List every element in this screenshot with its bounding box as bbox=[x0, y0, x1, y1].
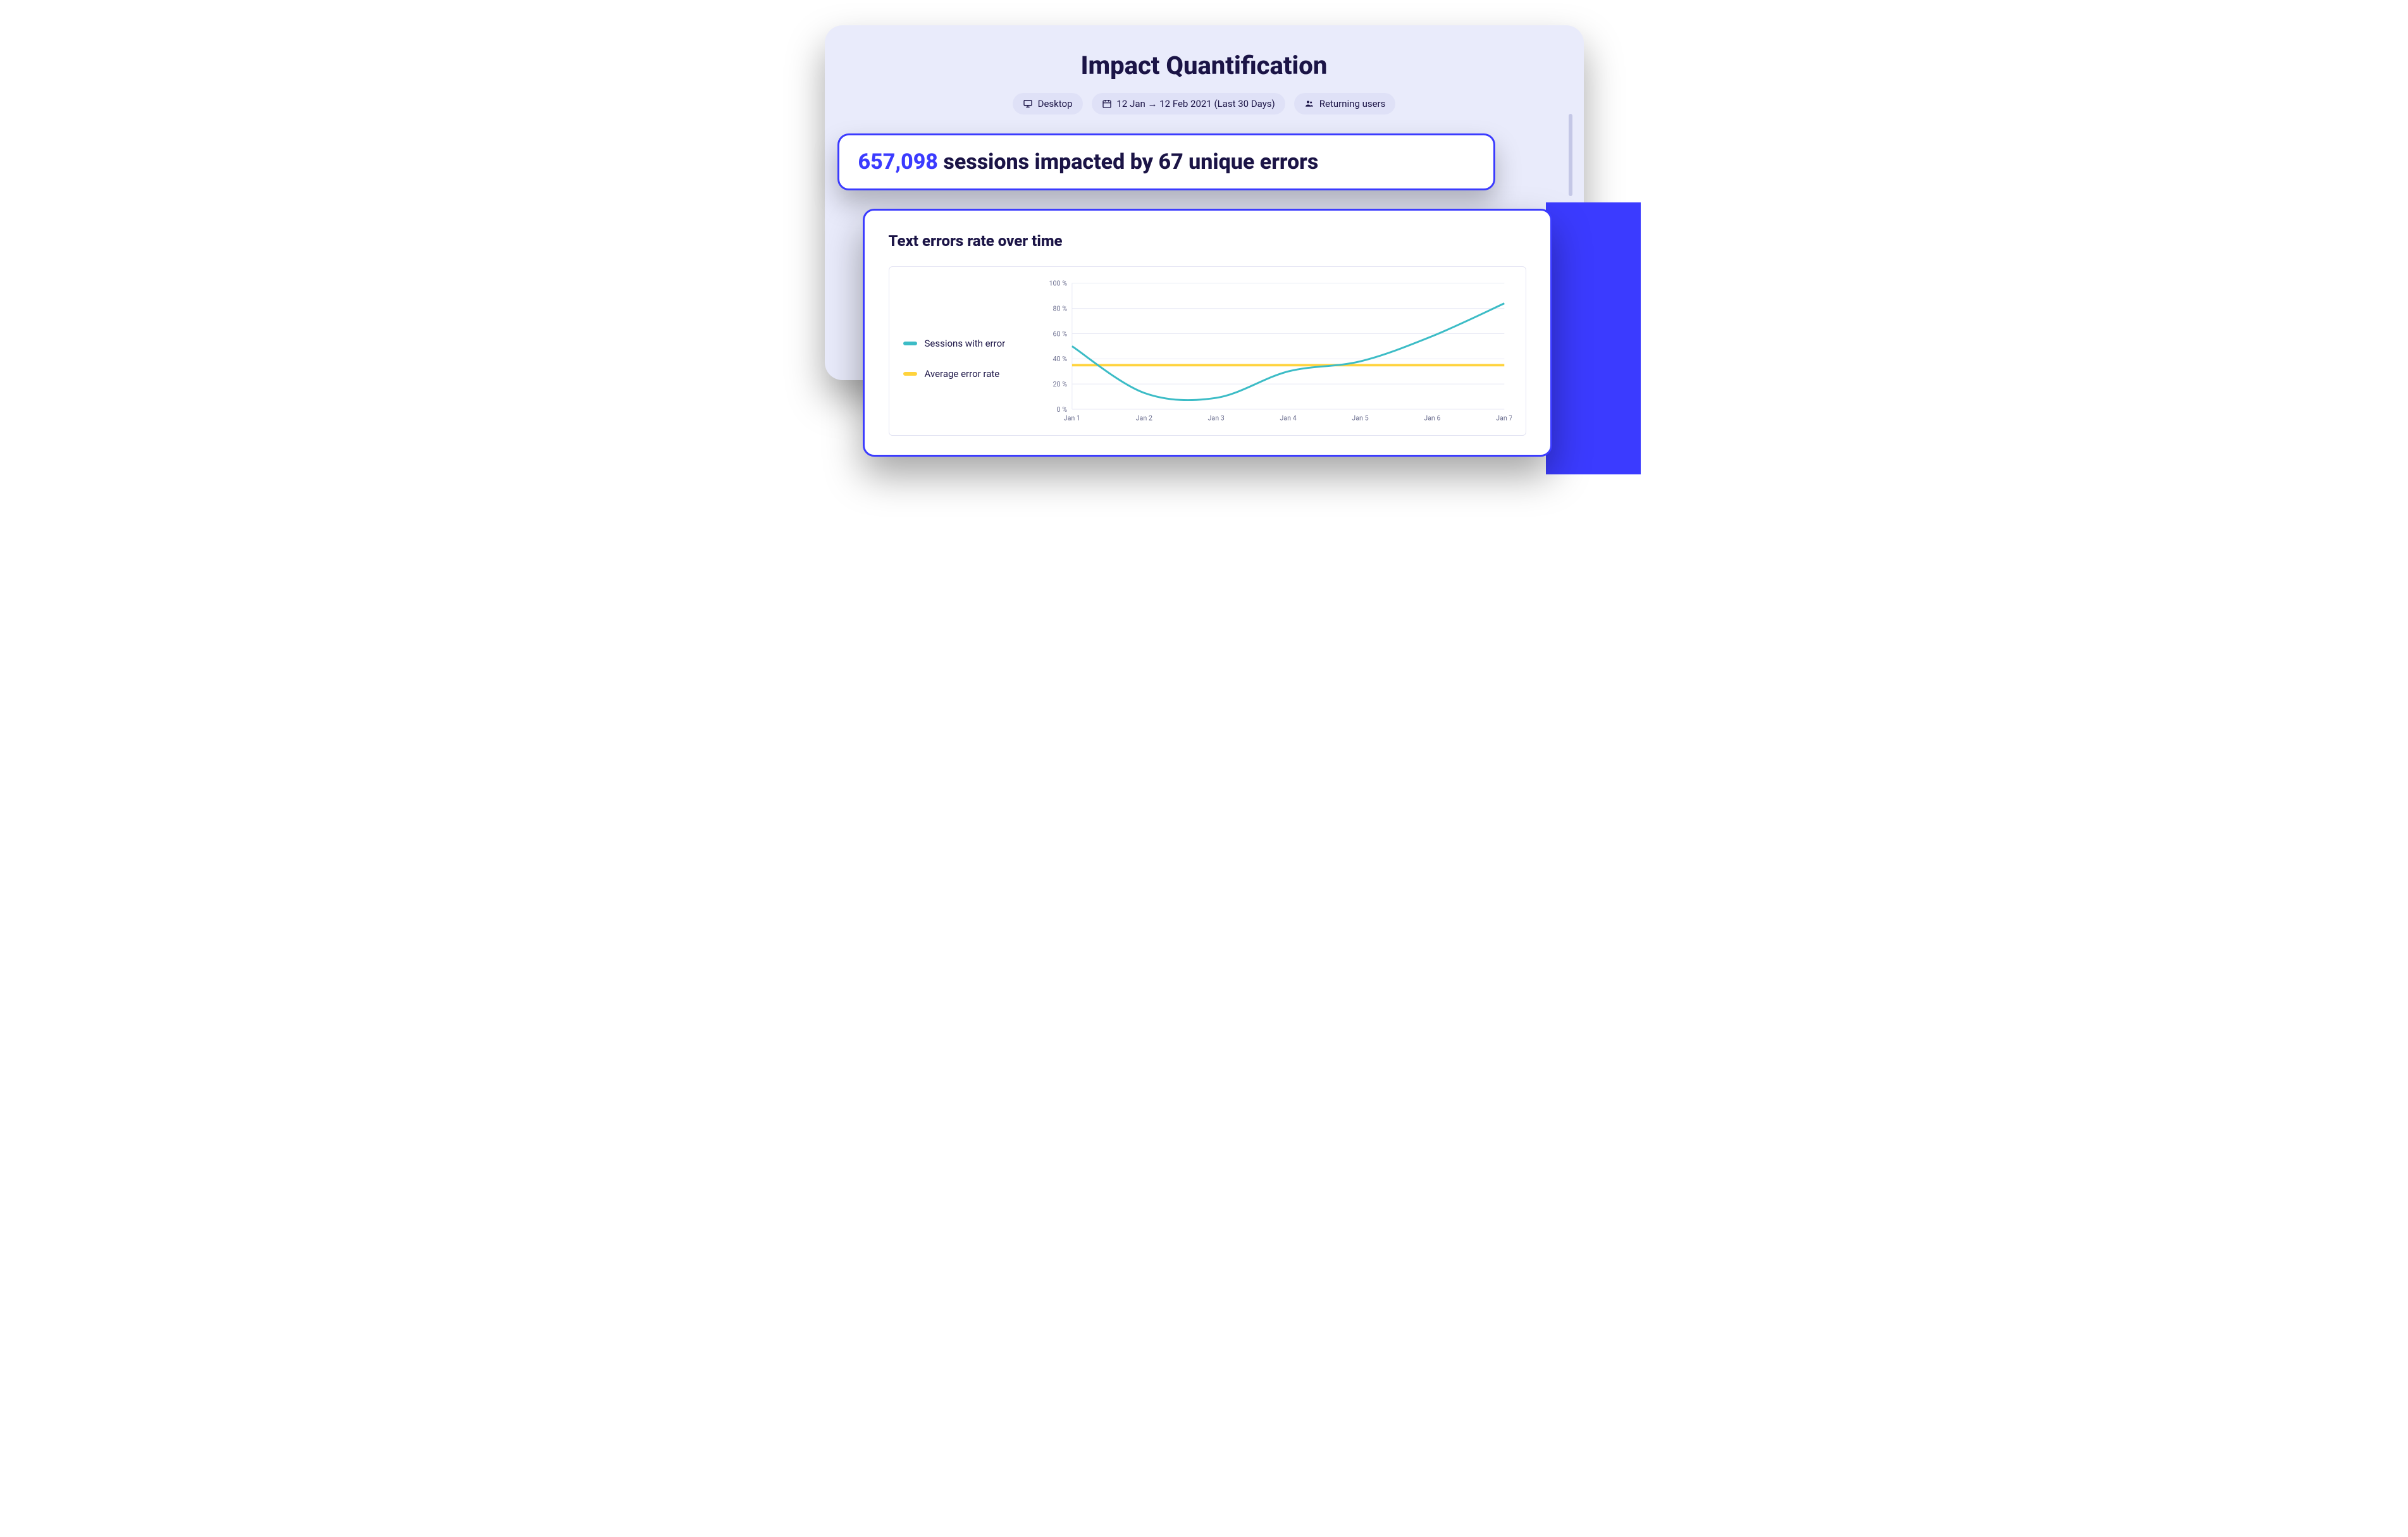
filter-chips: Desktop 12 Jan → 12 Feb 2021 (Last 30 Da… bbox=[856, 93, 1552, 114]
chart-plot: 0 % 20 % 40 % 60 % 80 % 100 % Jan 1 Jan 2 Jan 3 J… bbox=[1042, 278, 1512, 426]
legend-label-series: Sessions with error bbox=[925, 338, 1006, 349]
chart-title: Text errors rate over time bbox=[889, 232, 1526, 250]
chart-card: Text errors rate over time Sessions with… bbox=[863, 209, 1552, 457]
chart-svg: 0 % 20 % 40 % 60 % 80 % 100 % Jan 1 Jan 2 Jan 3 J… bbox=[1042, 278, 1512, 426]
legend-item-series: Sessions with error bbox=[903, 338, 1036, 349]
scrollbar[interactable] bbox=[1569, 114, 1572, 196]
summary-rest: sessions impacted by 67 unique errors bbox=[938, 149, 1318, 175]
svg-text:60 %: 60 % bbox=[1053, 330, 1067, 338]
chart-frame: Sessions with error Average error rate 0… bbox=[889, 266, 1526, 436]
date-range-chip-label: 12 Jan → 12 Feb 2021 (Last 30 Days) bbox=[1117, 98, 1275, 109]
segment-chip[interactable]: Returning users bbox=[1294, 93, 1396, 114]
device-chip[interactable]: Desktop bbox=[1013, 93, 1083, 114]
svg-text:80 %: 80 % bbox=[1053, 305, 1067, 313]
svg-text:40 %: 40 % bbox=[1053, 355, 1067, 363]
svg-text:Jan 5: Jan 5 bbox=[1352, 414, 1368, 423]
legend-label-avg: Average error rate bbox=[925, 368, 1000, 380]
date-range-chip[interactable]: 12 Jan → 12 Feb 2021 (Last 30 Days) bbox=[1092, 93, 1285, 114]
legend-item-avg: Average error rate bbox=[903, 368, 1036, 380]
page-title: Impact Quantification bbox=[856, 51, 1552, 80]
svg-text:0 %: 0 % bbox=[1056, 405, 1067, 414]
svg-text:Jan 6: Jan 6 bbox=[1424, 414, 1440, 423]
decorative-blue-block bbox=[1546, 202, 1641, 474]
svg-text:Jan 3: Jan 3 bbox=[1207, 414, 1224, 423]
summary-card: 657,098 sessions impacted by 67 unique e… bbox=[837, 133, 1495, 190]
svg-text:Jan 4: Jan 4 bbox=[1280, 414, 1296, 423]
segment-chip-label: Returning users bbox=[1319, 98, 1386, 109]
svg-text:100 %: 100 % bbox=[1049, 280, 1067, 288]
summary-text: 657,098 sessions impacted by 67 unique e… bbox=[858, 149, 1474, 175]
device-chip-label: Desktop bbox=[1038, 98, 1073, 109]
svg-text:Jan 1: Jan 1 bbox=[1063, 414, 1080, 423]
svg-text:Jan 7: Jan 7 bbox=[1496, 414, 1512, 423]
legend-swatch-series bbox=[903, 342, 917, 345]
legend-swatch-avg bbox=[903, 372, 917, 376]
desktop-icon bbox=[1023, 99, 1033, 109]
summary-count: 657,098 bbox=[858, 149, 938, 175]
svg-text:20 %: 20 % bbox=[1053, 380, 1067, 388]
calendar-icon bbox=[1102, 99, 1112, 109]
users-icon bbox=[1304, 99, 1314, 109]
chart-legend: Sessions with error Average error rate bbox=[903, 278, 1036, 426]
svg-text:Jan 2: Jan 2 bbox=[1135, 414, 1152, 423]
